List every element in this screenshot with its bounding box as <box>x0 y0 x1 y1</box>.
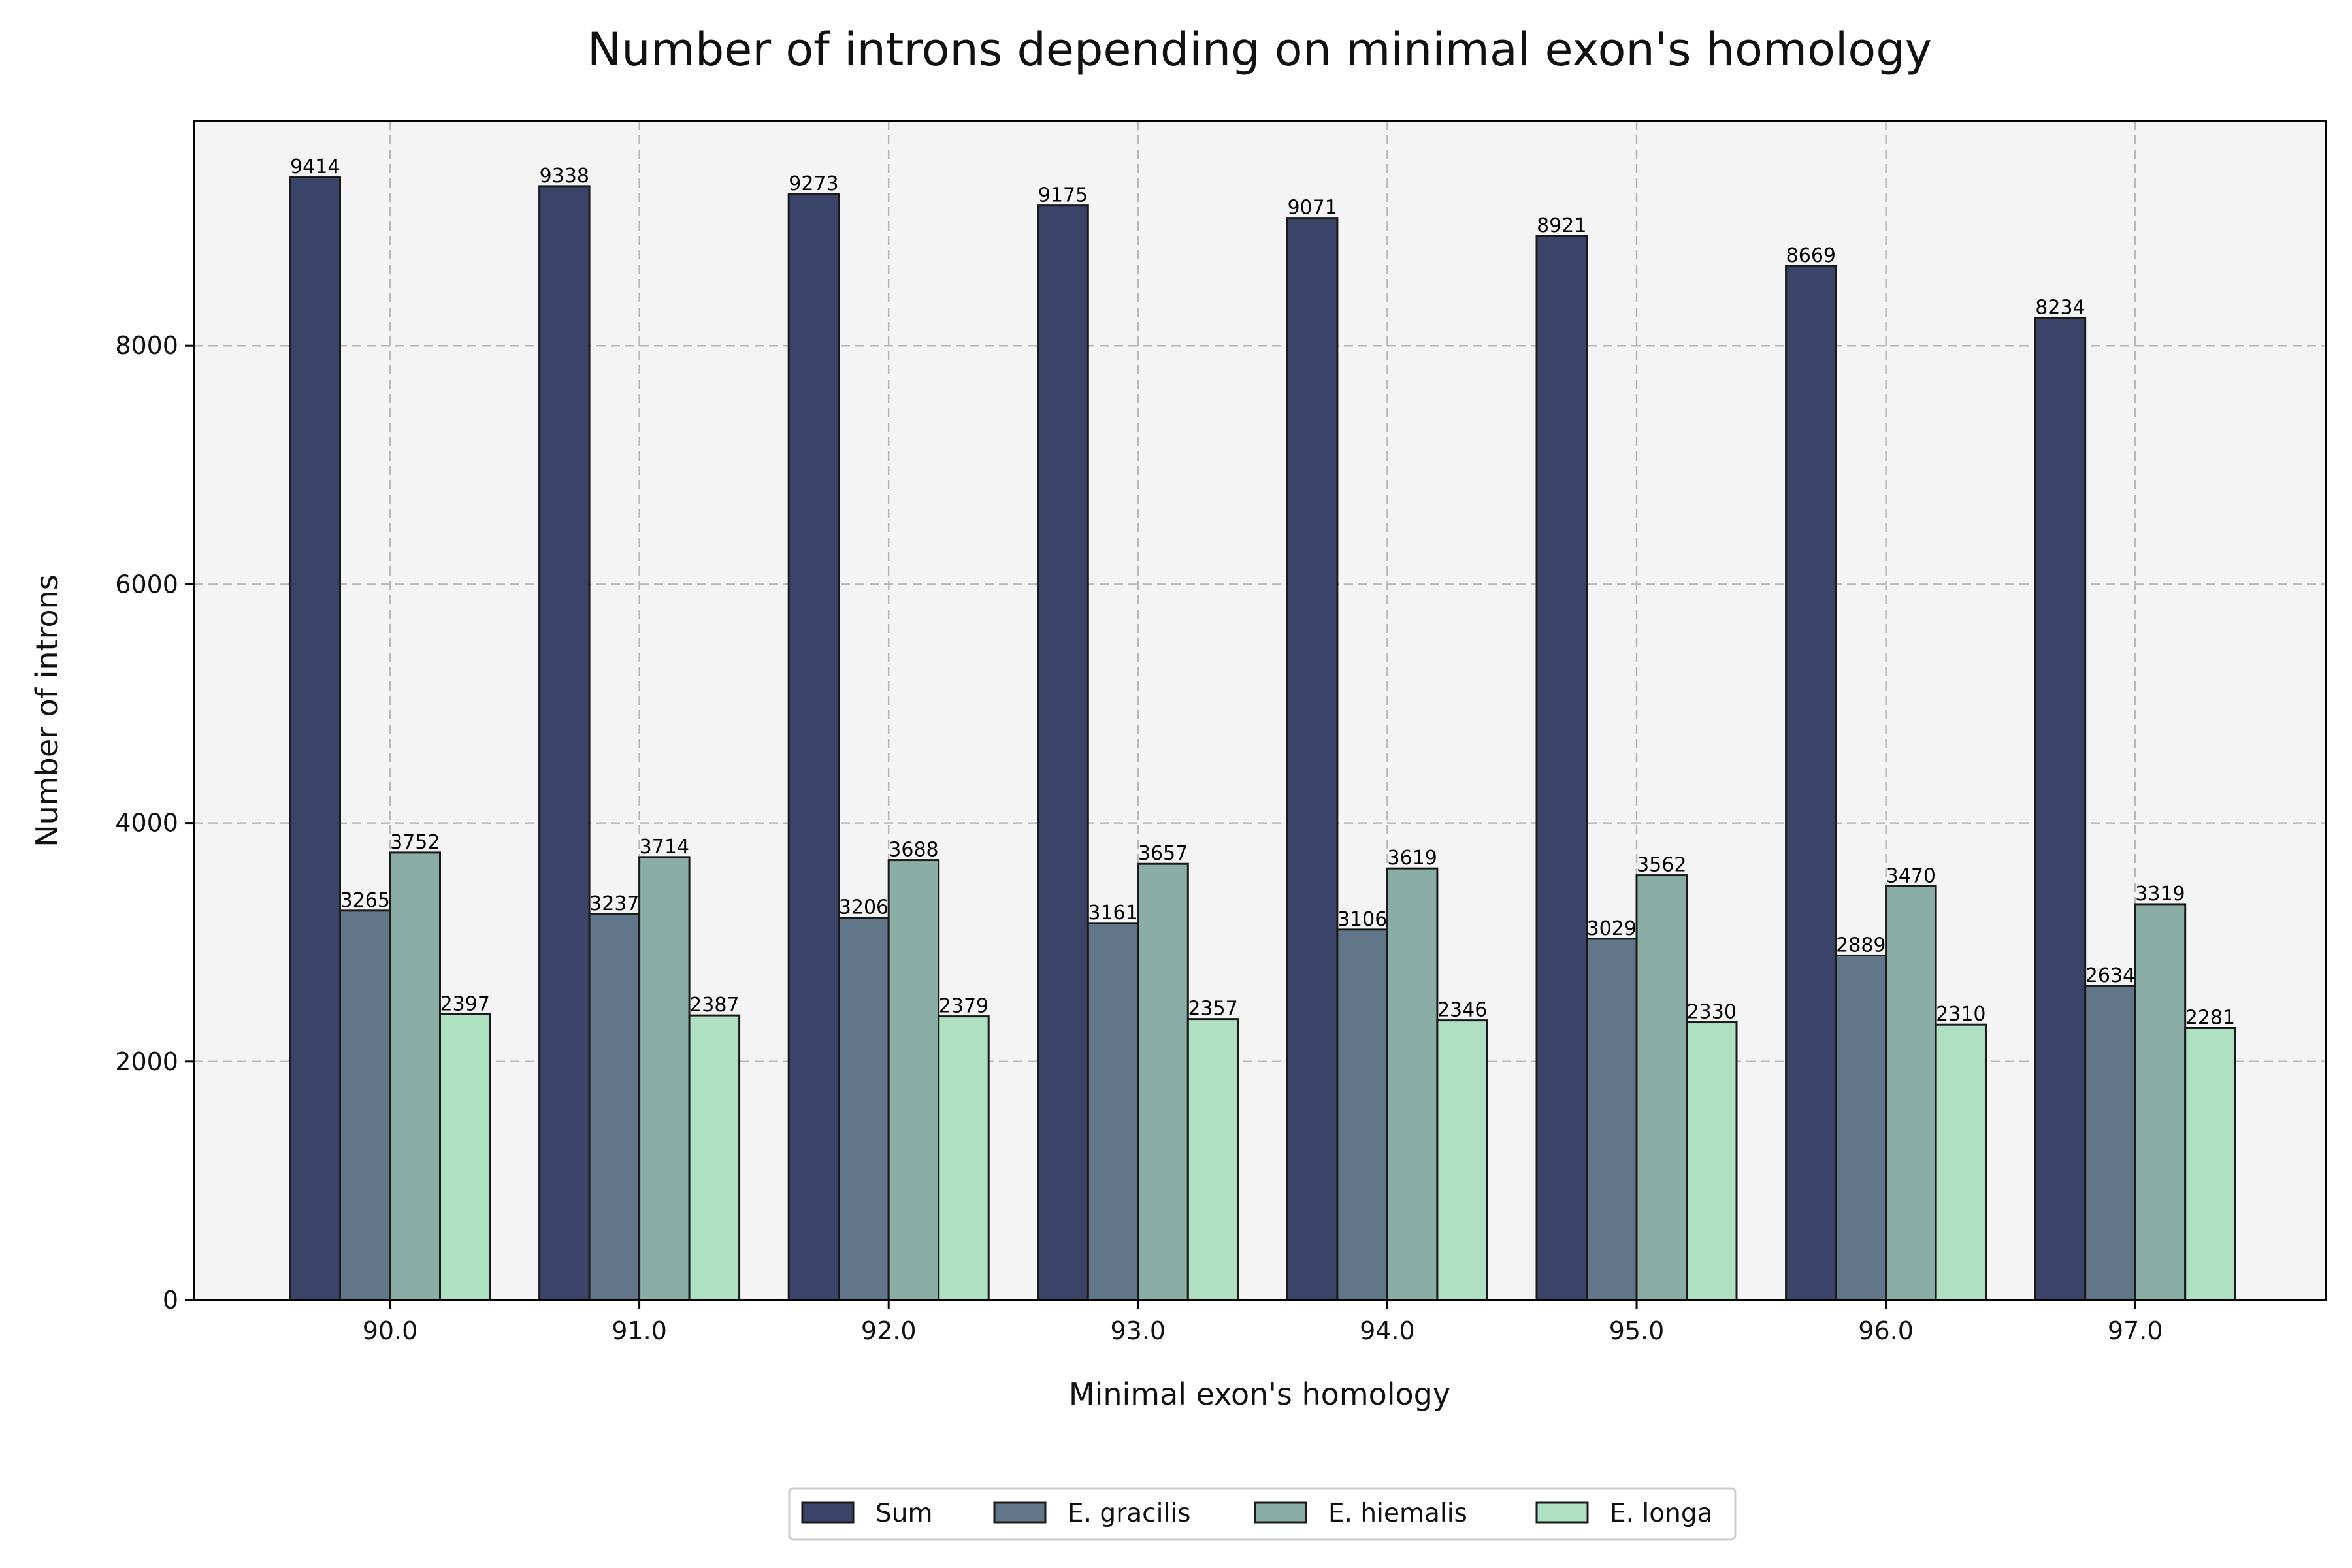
data-label-e-hiemalis: 3319 <box>2135 883 2185 906</box>
data-label-e-gracilis: 3265 <box>340 889 390 912</box>
bar-e-gracilis <box>2084 985 2136 1301</box>
y-tick-label: 4000 <box>115 809 178 838</box>
legend-swatch-e-hiemalis <box>1254 1501 1307 1524</box>
bar-sum <box>1037 204 1089 1301</box>
y-tick-label: 0 <box>163 1286 178 1315</box>
data-label-e-gracilis: 2889 <box>1836 934 1886 956</box>
bar-sum <box>538 185 591 1301</box>
bar-sum <box>289 176 341 1301</box>
bar-e-hiemalis <box>638 856 691 1301</box>
y-axis-label: Number of introns <box>29 574 65 847</box>
data-label-e-hiemalis: 3657 <box>1138 842 1188 865</box>
bar-e-longa <box>688 1014 741 1301</box>
data-label-e-longa: 2281 <box>2185 1006 2235 1029</box>
bar-e-hiemalis <box>1386 867 1439 1301</box>
data-label-e-gracilis: 2634 <box>2085 964 2135 987</box>
legend-label-sum: Sum <box>875 1499 932 1528</box>
bar-e-gracilis <box>588 913 641 1301</box>
data-labels: 9414 3265 3752 2397 9338 3237 3714 2387 9273 3206… <box>290 155 2235 1029</box>
data-label-sum: 9414 <box>290 155 340 178</box>
legend-items: Sum E. gracilis E. hiemalis E. longa <box>801 1499 1713 1528</box>
x-tick-label: 97.0 <box>2108 1316 2163 1345</box>
bar-e-longa <box>1186 1018 1239 1301</box>
data-label-e-gracilis: 3161 <box>1088 902 1137 924</box>
bar-e-longa <box>1436 1019 1488 1301</box>
bar-e-gracilis <box>1586 938 1638 1301</box>
data-label-e-longa: 2397 <box>440 992 490 1015</box>
data-label-e-longa: 2310 <box>1936 1003 1985 1026</box>
bar-e-longa <box>938 1015 990 1301</box>
bar-e-gracilis <box>1086 922 1139 1301</box>
bar-e-gracilis <box>1835 954 1887 1301</box>
legend-label-e-longa: E. longa <box>1610 1499 1713 1528</box>
x-tick-label: 91.0 <box>612 1316 667 1345</box>
data-label-e-gracilis: 3106 <box>1337 908 1387 931</box>
data-label-sum: 8921 <box>1537 214 1586 237</box>
x-tick-label: 92.0 <box>861 1316 917 1345</box>
data-label-e-longa: 2379 <box>939 995 988 1018</box>
x-axis-label: Minimal exon's homology <box>1069 1377 1450 1412</box>
data-label-e-hiemalis: 3752 <box>390 831 440 854</box>
y-tick-label: 8000 <box>115 331 178 360</box>
data-label-e-hiemalis: 3619 <box>1387 847 1437 870</box>
bar-e-longa <box>1686 1021 1738 1301</box>
axis-ticks: 0 2000 4000 6000 8000 90.0 91.0 92.0 93.0 94.0 95.… <box>115 331 2163 1345</box>
bar-e-gracilis <box>1336 928 1388 1301</box>
data-label-e-hiemalis: 3562 <box>1637 854 1686 877</box>
bar-e-longa <box>2184 1026 2236 1301</box>
legend-swatch-e-gracilis <box>993 1501 1047 1524</box>
data-label-sum: 8669 <box>1786 244 1836 267</box>
plot-area <box>194 121 2326 1300</box>
bar-e-gracilis <box>838 917 890 1301</box>
x-tick-label: 93.0 <box>1110 1316 1166 1345</box>
bar-sum <box>2034 316 2087 1301</box>
data-label-e-gracilis: 3206 <box>839 896 889 919</box>
bar-e-hiemalis <box>1885 885 1937 1301</box>
data-label-e-gracilis: 3237 <box>589 892 639 915</box>
data-label-sum: 9338 <box>540 165 589 188</box>
y-tick-label: 6000 <box>115 570 178 598</box>
bar-sum <box>1785 265 1837 1301</box>
chart-title: Number of introns depending on minimal e… <box>587 23 1932 76</box>
legend-swatch-sum <box>801 1501 855 1524</box>
bar-e-hiemalis <box>1635 874 1688 1301</box>
data-label-e-longa: 2387 <box>689 994 739 1017</box>
data-label-e-gracilis: 3029 <box>1587 917 1637 940</box>
bar-e-hiemalis <box>1137 862 1189 1301</box>
bar-sum <box>1535 235 1588 1301</box>
data-label-sum: 9273 <box>789 172 838 195</box>
bar-sum <box>787 193 840 1301</box>
data-label-sum: 9071 <box>1287 197 1337 220</box>
legend: Sum E. gracilis E. hiemalis E. longa <box>788 1487 1737 1541</box>
y-tick-label: 2000 <box>115 1047 178 1076</box>
x-tick-label: 96.0 <box>1858 1316 1914 1345</box>
data-label-e-longa: 2346 <box>1437 999 1487 1022</box>
data-label-e-longa: 2357 <box>1188 998 1237 1021</box>
bar-e-longa <box>439 1013 491 1301</box>
x-tick-label: 90.0 <box>363 1316 418 1345</box>
data-label-e-hiemalis: 3470 <box>1886 864 1936 887</box>
x-tick-label: 95.0 <box>1609 1316 1665 1345</box>
bar-e-longa <box>1935 1023 1987 1301</box>
bar-e-gracilis <box>339 909 391 1301</box>
data-label-e-hiemalis: 3714 <box>640 836 689 858</box>
data-label-sum: 8234 <box>2035 296 2085 319</box>
bar-e-hiemalis <box>2134 903 2187 1301</box>
plot-frame <box>193 120 2327 1301</box>
legend-swatch-e-longa <box>1535 1501 1589 1524</box>
x-tick-label: 94.0 <box>1360 1316 1415 1345</box>
data-label-e-longa: 2330 <box>1687 1001 1737 1024</box>
legend-label-e-hiemalis: E. hiemalis <box>1328 1499 1467 1528</box>
bar-e-hiemalis <box>887 859 940 1301</box>
data-label-e-hiemalis: 3688 <box>889 839 938 862</box>
data-label-sum: 9175 <box>1038 184 1088 207</box>
bar-sum <box>1286 217 1339 1301</box>
legend-label-e-gracilis: E. gracilis <box>1068 1499 1190 1528</box>
bar-e-hiemalis <box>389 851 441 1301</box>
